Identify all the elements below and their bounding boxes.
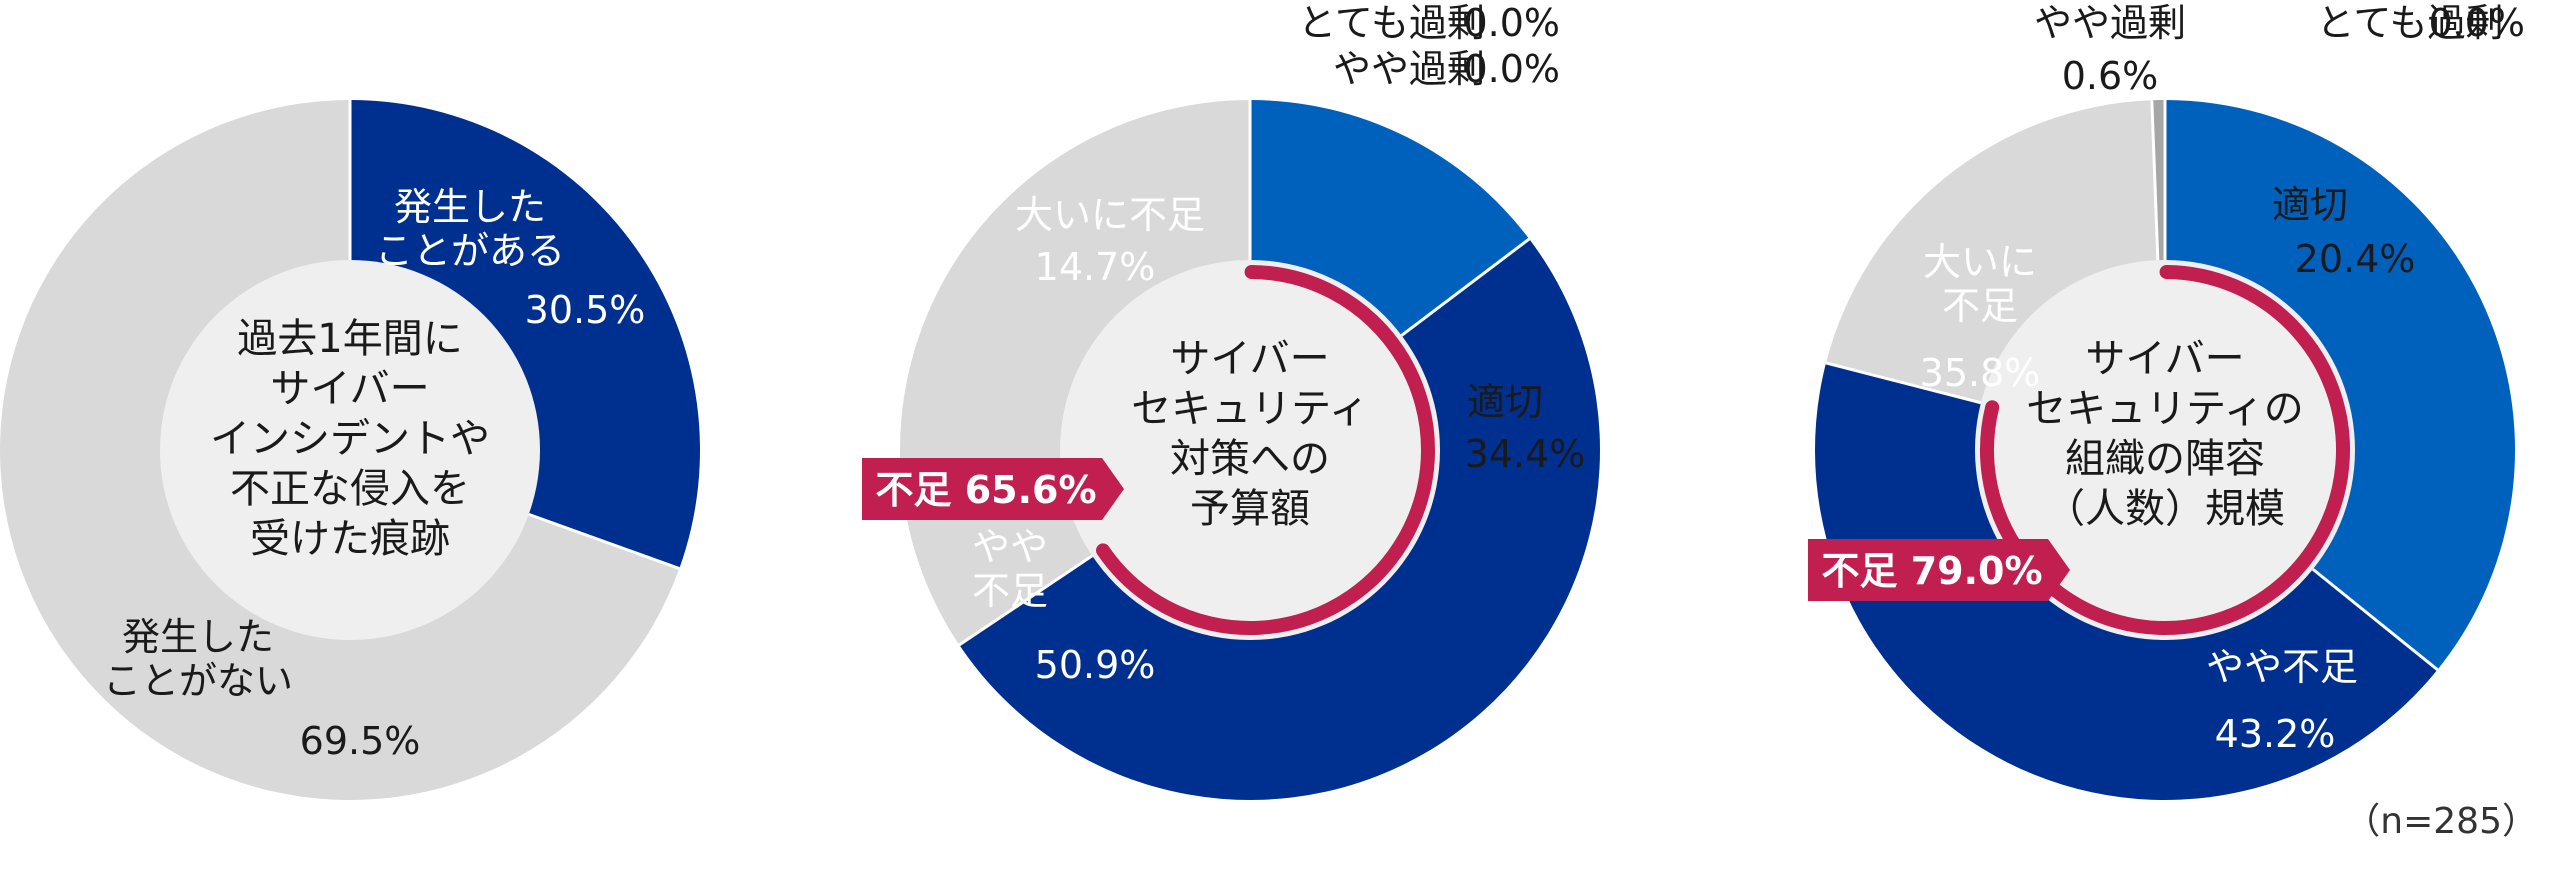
slice-separator: [1400, 237, 1531, 337]
donut-center: [1975, 260, 2355, 640]
center-label-line: 予算額: [1190, 486, 1310, 532]
center-label-line: サイバー: [270, 366, 429, 412]
value-label: 35.8%: [1920, 351, 2041, 395]
center-label-line: 不正な侵入を: [230, 466, 470, 512]
category-label: やや不足: [972, 525, 1048, 613]
category-label-line: 不足: [972, 569, 1048, 613]
shortage-callout: [1808, 539, 2070, 601]
category-label-line: 大いに: [1923, 240, 2037, 284]
category-label-line: 発生した: [122, 615, 274, 659]
shortage-callout-text: 不足 79.0%: [1821, 549, 2042, 593]
center-label-line: セキュリティの: [2026, 386, 2304, 432]
value-label: 0.0%: [2428, 1, 2525, 45]
category-label-line: やや: [972, 525, 1048, 569]
slice-separator: [1825, 361, 1982, 405]
donut-chart-1: 30.5% 69.5%: [0, 100, 700, 800]
slice-separator: [2311, 568, 2439, 671]
category-label: 大いに不足: [1923, 240, 2037, 328]
donut-center: [1060, 260, 1440, 640]
center-label-line: 受けた痕跡: [250, 516, 450, 562]
category-label: とても過剰: [2317, 1, 2504, 45]
center-label-line: サイバー: [1170, 336, 1329, 382]
category-label-line: とても過剰: [1298, 1, 1485, 45]
center-label-line: 対策への: [1170, 436, 1330, 482]
value-label: 14.7%: [1035, 245, 1156, 289]
center-label-line: 組織の陣容: [2065, 436, 2265, 482]
category-label-line: 適切: [2272, 183, 2348, 227]
value-label: 34.4%: [1465, 432, 1586, 476]
value-label: 30.5%: [525, 288, 646, 332]
slice-separator: [528, 512, 680, 570]
shortage-callout: [862, 458, 1124, 520]
category-label: やや不足: [2206, 645, 2358, 689]
category-label: やや過剰: [2034, 1, 2186, 45]
value-label: 69.5%: [300, 719, 421, 763]
value-label: 20.4%: [2295, 237, 2416, 281]
category-label: 適切: [2272, 183, 2348, 227]
shortage-arc: [1096, 265, 1435, 635]
center-label-line: （人数）規模: [2045, 486, 2285, 532]
value-label: 0.0%: [1463, 47, 1560, 91]
category-label: 適切: [1467, 380, 1543, 424]
category-label-line: ことがある: [375, 229, 565, 273]
category-label-line: ことがない: [103, 659, 293, 703]
donut-chart-2: 14.7% 50.9% 34.4% 0.0%0.0% 不足 65.6%: [862, 1, 1600, 800]
category-label: とても過剰: [1298, 1, 1485, 45]
donut-center: [160, 260, 540, 640]
center-label-line: サイバー: [2085, 336, 2244, 382]
donut-chart-3: 35.8% 43.2% 20.4% 0.6% 0.0% 不足 79.0%: [1808, 1, 2525, 800]
sample-size-note: （n=285）: [2344, 801, 2538, 842]
value-label: 0.0%: [1463, 1, 1560, 45]
value-label: 50.9%: [1035, 643, 1156, 687]
category-label-line: 大いに不足: [1015, 193, 1205, 237]
category-label: やや過剰: [1333, 47, 1485, 91]
category-label: 大いに不足: [1015, 193, 1205, 237]
category-label-line: やや不足: [2206, 645, 2358, 689]
category-label-line: 発生した: [394, 185, 546, 229]
category-label-line: とても過剰: [2317, 1, 2504, 45]
category-label-line: やや過剰: [2034, 1, 2186, 45]
slice-separator: [2150, 100, 2160, 261]
category-label-line: 適切: [1467, 380, 1543, 424]
category-label-line: 不足: [1942, 284, 2018, 328]
category-label-line: やや過剰: [1333, 47, 1485, 91]
center-label-line: 過去1年間に: [237, 316, 462, 362]
shortage-callout-text: 不足 65.6%: [875, 468, 1096, 512]
center-label-line: セキュリティ: [1131, 386, 1369, 432]
slice-separator: [958, 554, 1094, 647]
center-label-line: インシデントや: [210, 416, 490, 462]
value-label: 43.2%: [2215, 712, 2336, 756]
value-label: 0.6%: [2062, 54, 2159, 98]
